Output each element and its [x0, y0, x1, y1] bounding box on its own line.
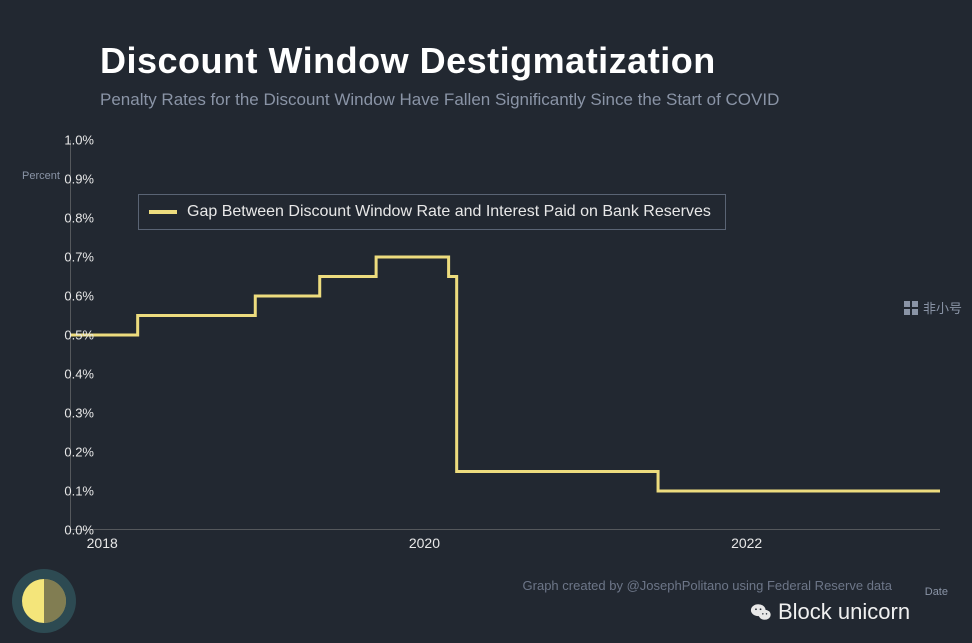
y-tick-label: 0.9% [44, 172, 94, 187]
legend-swatch [149, 210, 177, 214]
wechat-icon [750, 601, 772, 623]
chart-title: Discount Window Destigmatization [100, 40, 716, 82]
x-tick-label: 2018 [87, 535, 118, 551]
chart-container: Discount Window Destigmatization Penalty… [0, 0, 972, 643]
watermark-right-icon [903, 300, 919, 316]
y-tick-label: 0.2% [44, 445, 94, 460]
x-tick-label: 2020 [409, 535, 440, 551]
x-tick-label: 2022 [731, 535, 762, 551]
y-tick-label: 0.1% [44, 484, 94, 499]
watermark-right: 非小号 [903, 298, 962, 317]
watermark-right-text: 非小号 [923, 298, 962, 317]
sun-icon [10, 567, 78, 635]
y-tick-label: 0.3% [44, 406, 94, 421]
y-tick-label: 0.5% [44, 328, 94, 343]
y-tick-label: 0.6% [44, 289, 94, 304]
legend-label: Gap Between Discount Window Rate and Int… [187, 203, 711, 221]
legend: Gap Between Discount Window Rate and Int… [138, 194, 726, 230]
y-tick-label: 1.0% [44, 133, 94, 148]
chart-subtitle: Penalty Rates for the Discount Window Ha… [100, 90, 779, 110]
x-axis-label: Date [925, 586, 948, 598]
y-tick-label: 0.4% [44, 367, 94, 382]
watermark-bottom-text: Block unicorn [778, 599, 910, 625]
chart-credit: Graph created by @JosephPolitano using F… [523, 578, 892, 593]
y-tick-label: 0.8% [44, 211, 94, 226]
data-series-line [70, 257, 940, 491]
watermark-bottom: Block unicorn [750, 599, 910, 625]
y-tick-label: 0.7% [44, 250, 94, 265]
